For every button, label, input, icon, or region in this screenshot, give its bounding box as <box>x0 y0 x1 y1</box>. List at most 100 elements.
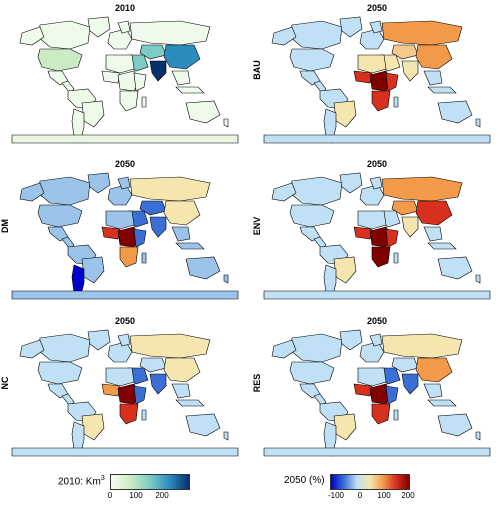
region-n-africa <box>357 54 387 74</box>
region-europe <box>107 28 133 50</box>
region-greenland <box>339 329 363 351</box>
region-russia <box>381 20 463 46</box>
map-panel-dm: 2050 DM <box>0 159 240 304</box>
region-scand <box>369 176 383 190</box>
region-europe <box>359 341 385 363</box>
region-usa <box>37 361 83 385</box>
region-central <box>61 393 75 407</box>
region-indonesia <box>427 242 457 250</box>
region-alaska <box>271 339 297 359</box>
region-canada <box>37 176 91 206</box>
region-madagascar <box>393 252 399 264</box>
region-china <box>415 200 453 226</box>
region-alaska <box>19 26 45 46</box>
region-seasia <box>171 70 191 86</box>
region-india <box>401 60 419 82</box>
color-bar <box>110 474 190 490</box>
region-indonesia <box>175 242 205 250</box>
region-europe <box>107 341 133 363</box>
legend-title: 2010: Km3 <box>58 475 105 487</box>
region-canada <box>289 20 343 50</box>
tick-label: 200 <box>401 491 415 500</box>
region-greenland <box>87 172 111 194</box>
region-n-africa <box>357 210 387 230</box>
region-antarctica <box>263 134 491 144</box>
legend-2050: 2050 (%) -100 0 100 200 <box>250 462 500 507</box>
region-usa <box>289 204 335 228</box>
region-central-asia <box>139 44 167 60</box>
region-brazil <box>333 100 357 128</box>
tick-label: -100 <box>327 491 345 500</box>
tick-label: 0 <box>357 491 363 500</box>
region-australia <box>185 100 221 124</box>
color-bar <box>330 474 410 490</box>
region-central <box>61 80 75 94</box>
region-usa <box>37 204 83 228</box>
map-panel-res: 2050 RES <box>252 316 492 461</box>
region-usa <box>289 361 335 385</box>
panel-title: 2050 <box>114 316 136 326</box>
region-nz <box>475 118 481 128</box>
region-seasia <box>423 70 443 86</box>
region-s-africa <box>119 90 139 112</box>
map-panel-nc: 2050 NC <box>0 316 240 461</box>
region-china <box>163 357 201 383</box>
region-greenland <box>339 16 363 38</box>
region-russia <box>381 176 463 202</box>
region-s-africa <box>119 403 139 425</box>
region-w-africa <box>101 383 121 397</box>
region-australia <box>437 100 473 124</box>
region-brazil <box>333 256 357 284</box>
region-w-africa <box>353 70 373 84</box>
region-s-africa <box>119 246 139 268</box>
region-madagascar <box>141 96 147 108</box>
region-india <box>149 373 167 395</box>
world-map <box>263 172 491 300</box>
region-china <box>163 44 201 70</box>
region-europe <box>359 28 385 50</box>
region-usa <box>37 48 83 72</box>
region-s-africa <box>371 246 391 268</box>
region-scand <box>369 20 383 34</box>
region-indonesia <box>175 86 205 94</box>
legend-title-text: 2010: Km <box>58 476 101 488</box>
region-madagascar <box>393 96 399 108</box>
region-china <box>415 44 453 70</box>
panel-title: 2050 <box>366 3 388 13</box>
region-russia <box>129 176 211 202</box>
region-usa <box>289 48 335 72</box>
region-madagascar <box>393 409 399 421</box>
region-antarctica <box>263 447 491 457</box>
region-nz <box>475 274 481 284</box>
region-indonesia <box>427 399 457 407</box>
region-nz <box>223 431 229 441</box>
region-china <box>163 200 201 226</box>
region-australia <box>437 256 473 280</box>
scenario-label: ENV <box>252 216 262 236</box>
region-scand <box>117 20 131 34</box>
region-central <box>313 393 327 407</box>
region-central-asia <box>391 44 419 60</box>
region-canada <box>37 333 91 363</box>
tick-label: 100 <box>129 491 143 500</box>
region-w-africa <box>353 226 373 240</box>
region-central-asia <box>391 357 419 373</box>
region-greenland <box>87 16 111 38</box>
region-nz <box>223 274 229 284</box>
region-russia <box>381 333 463 359</box>
region-russia <box>129 333 211 359</box>
world-map <box>11 172 239 300</box>
legend-title-superscript: 3 <box>100 475 105 482</box>
region-madagascar <box>141 252 147 264</box>
map-panel-env: 2050 ENV <box>252 159 492 304</box>
tick-label: 0 <box>107 491 113 500</box>
region-nz <box>475 431 481 441</box>
region-alaska <box>271 182 297 202</box>
tick-label: 200 <box>155 491 169 500</box>
region-nz <box>223 118 229 128</box>
region-scand <box>117 333 131 347</box>
region-indonesia <box>175 399 205 407</box>
region-russia <box>129 20 211 46</box>
panel-title: 2050 <box>366 159 388 169</box>
map-panel-bau: 2050 BAU <box>252 3 492 148</box>
